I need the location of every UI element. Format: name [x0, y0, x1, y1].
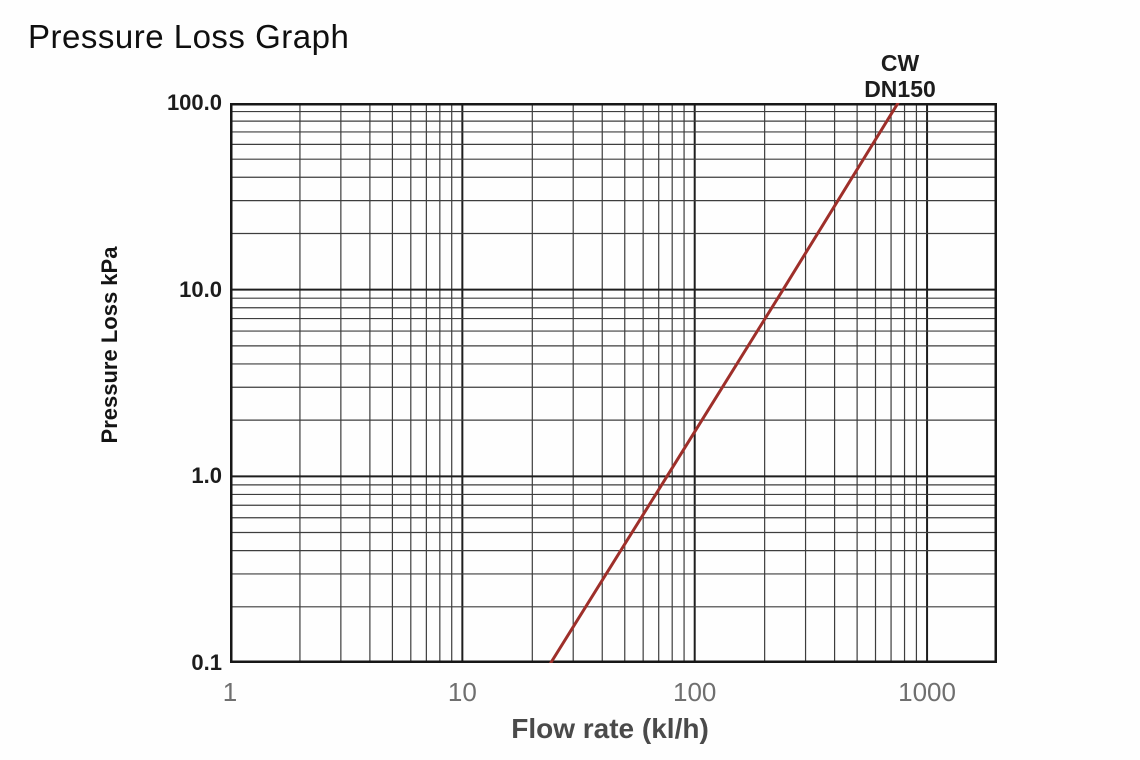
y-axis-tick-labels: 100.0 10.0 1.0 0.1	[140, 0, 222, 760]
x-axis-title: Flow rate (kl/h)	[511, 713, 709, 744]
y-tick-label: 1.0	[191, 463, 222, 489]
loglog-chart-canvas	[230, 103, 997, 663]
legend-series-type: CW	[880, 50, 920, 76]
pressure-loss-curve	[549, 103, 900, 663]
plot-border	[230, 103, 997, 663]
x-tick-label: 1000	[898, 677, 956, 707]
x-tick-label: 100	[673, 677, 717, 707]
page-title: Pressure Loss Graph	[28, 18, 350, 55]
x-tick-label: 10	[447, 677, 477, 707]
y-tick-label: 100.0	[166, 90, 222, 115]
series-legend: CW DN150	[864, 50, 936, 102]
legend-series-size: DN150	[864, 76, 936, 102]
y-tick-label: 10.0	[179, 276, 222, 302]
plot-area	[230, 103, 997, 663]
y-axis-title: Pressure Loss kPa	[97, 246, 122, 444]
y-tick-label: 0.1	[191, 650, 222, 675]
x-tick-label: 1	[222, 677, 238, 707]
